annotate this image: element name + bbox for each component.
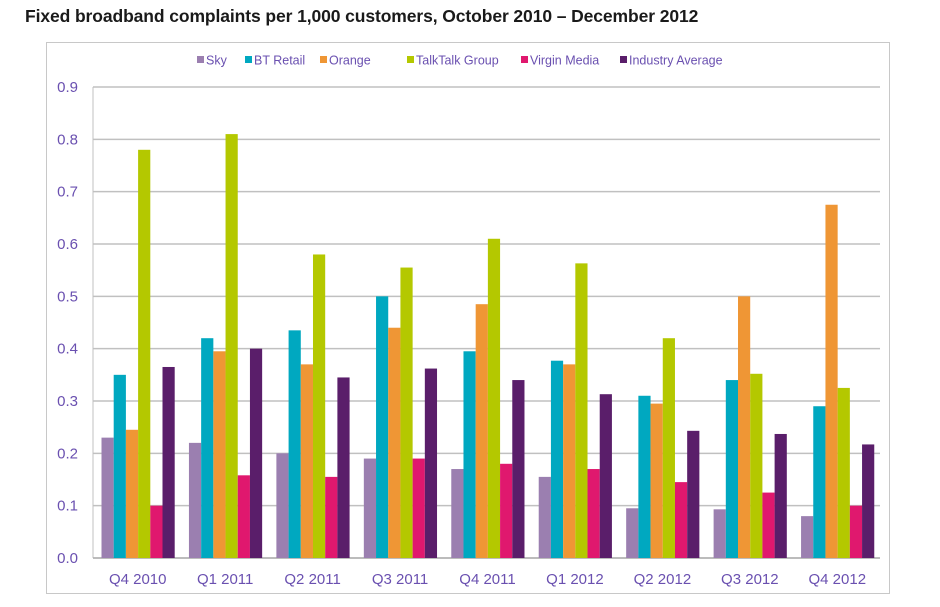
bar-virgin-media-q4-2012 <box>849 505 863 558</box>
bar-industry-average-q4-2010 <box>162 366 175 558</box>
legend-label: Industry Average <box>629 54 723 68</box>
bar-orange-q2-2012 <box>650 403 663 558</box>
bar-sky-q4-2011 <box>451 469 464 558</box>
legend-swatch <box>245 56 252 63</box>
bar-talktalk-group-q2-2011 <box>312 254 326 558</box>
y-tick-label: 0.3 <box>57 393 78 410</box>
bars <box>101 134 875 559</box>
bar-bt-retail-q3-2012 <box>725 380 739 558</box>
legend-item-virgin-media: Virgin Media <box>521 54 599 68</box>
legend-label: Sky <box>206 54 228 68</box>
legend-label: Orange <box>329 54 371 68</box>
bar-orange-q2-2011 <box>300 364 313 558</box>
bar-industry-average-q4-2011 <box>512 380 525 558</box>
legend-swatch <box>320 56 327 63</box>
bar-bt-retail-q2-2011 <box>288 330 301 558</box>
legend-item-sky: Sky <box>197 54 228 68</box>
bar-virgin-media-q1-2011 <box>237 475 250 558</box>
bar-sky-q2-2011 <box>276 453 289 558</box>
bar-orange-q1-2012 <box>563 364 576 558</box>
legend-swatch <box>521 56 528 63</box>
bar-talktalk-group-q1-2011 <box>225 134 238 558</box>
bar-orange-q4-2010 <box>125 429 139 558</box>
bar-industry-average-q3-2012 <box>774 433 787 558</box>
y-axis-ticks: 0.0 0.1 0.2 0.3 0.4 0.5 0.6 0.7 0.8 0.9 <box>57 79 78 567</box>
legend-label: TalkTalk Group <box>416 54 499 68</box>
bar-talktalk-group-q4-2012 <box>837 387 850 558</box>
bar-bt-retail-q1-2011 <box>201 338 214 558</box>
x-category-label: Q2 2012 <box>634 571 692 588</box>
bar-orange-q3-2012 <box>738 296 751 558</box>
legend-item-industry-average: Industry Average <box>620 54 723 68</box>
x-category-label: Q1 2012 <box>546 571 604 588</box>
bar-bt-retail-q1-2012 <box>550 360 564 558</box>
legend: Sky BT Retail Orange TalkTalk Group Virgin M… <box>197 54 723 68</box>
legend-swatch <box>197 56 204 63</box>
bar-virgin-media-q2-2012 <box>674 482 688 558</box>
x-axis-categories: Q4 2010 Q1 2011 Q2 2011 Q3 2011 Q4 2011 Q1 20… <box>109 571 866 588</box>
x-category-label: Q4 2010 <box>109 571 167 588</box>
y-tick-label: 0.9 <box>57 79 78 96</box>
bar-bt-retail-q4-2012 <box>813 406 826 558</box>
bar-industry-average-q3-2011 <box>424 368 438 558</box>
bar-sky-q3-2011 <box>363 458 377 558</box>
bar-talktalk-group-q4-2010 <box>138 149 151 559</box>
bar-virgin-media-q1-2012 <box>587 469 600 558</box>
bar-virgin-media-q4-2011 <box>500 463 513 558</box>
legend-item-bt-retail: BT Retail <box>245 54 305 68</box>
bar-bt-retail-q3-2011 <box>376 296 389 558</box>
bar-industry-average-q4-2012 <box>862 444 875 558</box>
bar-sky-q2-2012 <box>626 508 639 558</box>
bar-industry-average-q1-2012 <box>599 394 612 558</box>
x-category-label: Q3 2012 <box>721 571 779 588</box>
bar-talktalk-group-q3-2012 <box>750 373 763 558</box>
bar-orange-q4-2012 <box>825 204 838 558</box>
y-tick-label: 0.8 <box>57 131 78 148</box>
chart-title: Fixed broadband complaints per 1,000 cus… <box>25 6 699 26</box>
bar-sky-q1-2012 <box>538 476 551 558</box>
bar-bt-retail-q4-2011 <box>463 351 476 558</box>
y-tick-label: 0.5 <box>57 288 78 305</box>
y-tick-label: 0.0 <box>57 550 78 567</box>
legend-label: BT Retail <box>254 54 305 68</box>
bar-bt-retail-q2-2012 <box>638 395 651 558</box>
y-tick-label: 0.1 <box>57 498 78 515</box>
x-category-label: Q1 2011 <box>197 571 253 588</box>
bar-orange-q3-2011 <box>388 327 401 558</box>
legend-label: Virgin Media <box>530 54 599 68</box>
bar-orange-q4-2011 <box>475 304 488 558</box>
x-category-label: Q4 2011 <box>459 571 515 588</box>
bar-virgin-media-q3-2012 <box>762 492 775 558</box>
bar-sky-q1-2011 <box>188 442 202 558</box>
bar-sky-q3-2012 <box>713 509 726 558</box>
bar-virgin-media-q2-2011 <box>325 476 338 558</box>
bar-talktalk-group-q3-2011 <box>400 267 413 558</box>
bar-sky-q4-2010 <box>101 437 114 558</box>
legend-item-talktalk-group: TalkTalk Group <box>407 54 499 68</box>
legend-item-orange: Orange <box>320 54 371 68</box>
legend-swatch <box>620 56 627 63</box>
y-tick-label: 0.7 <box>57 184 78 201</box>
bar-virgin-media-q3-2011 <box>412 458 425 558</box>
x-category-label: Q3 2011 <box>372 571 428 588</box>
bar-industry-average-q1-2011 <box>249 348 263 558</box>
bar-industry-average-q2-2011 <box>337 377 350 558</box>
bar-sky-q4-2012 <box>801 516 814 558</box>
x-category-label: Q2 2011 <box>284 571 340 588</box>
x-category-label: Q4 2012 <box>809 571 867 588</box>
bar-virgin-media-q4-2010 <box>150 505 163 558</box>
bar-industry-average-q2-2012 <box>687 430 700 558</box>
bar-bt-retail-q4-2010 <box>113 374 126 558</box>
bar-talktalk-group-q1-2012 <box>575 263 588 558</box>
bar-talktalk-group-q2-2012 <box>662 338 675 558</box>
y-tick-label: 0.4 <box>57 341 78 358</box>
bar-talktalk-group-q4-2011 <box>487 238 501 558</box>
y-tick-label: 0.2 <box>57 445 78 462</box>
bar-orange-q1-2011 <box>213 351 226 558</box>
legend-swatch <box>407 56 414 63</box>
y-tick-label: 0.6 <box>57 236 78 253</box>
